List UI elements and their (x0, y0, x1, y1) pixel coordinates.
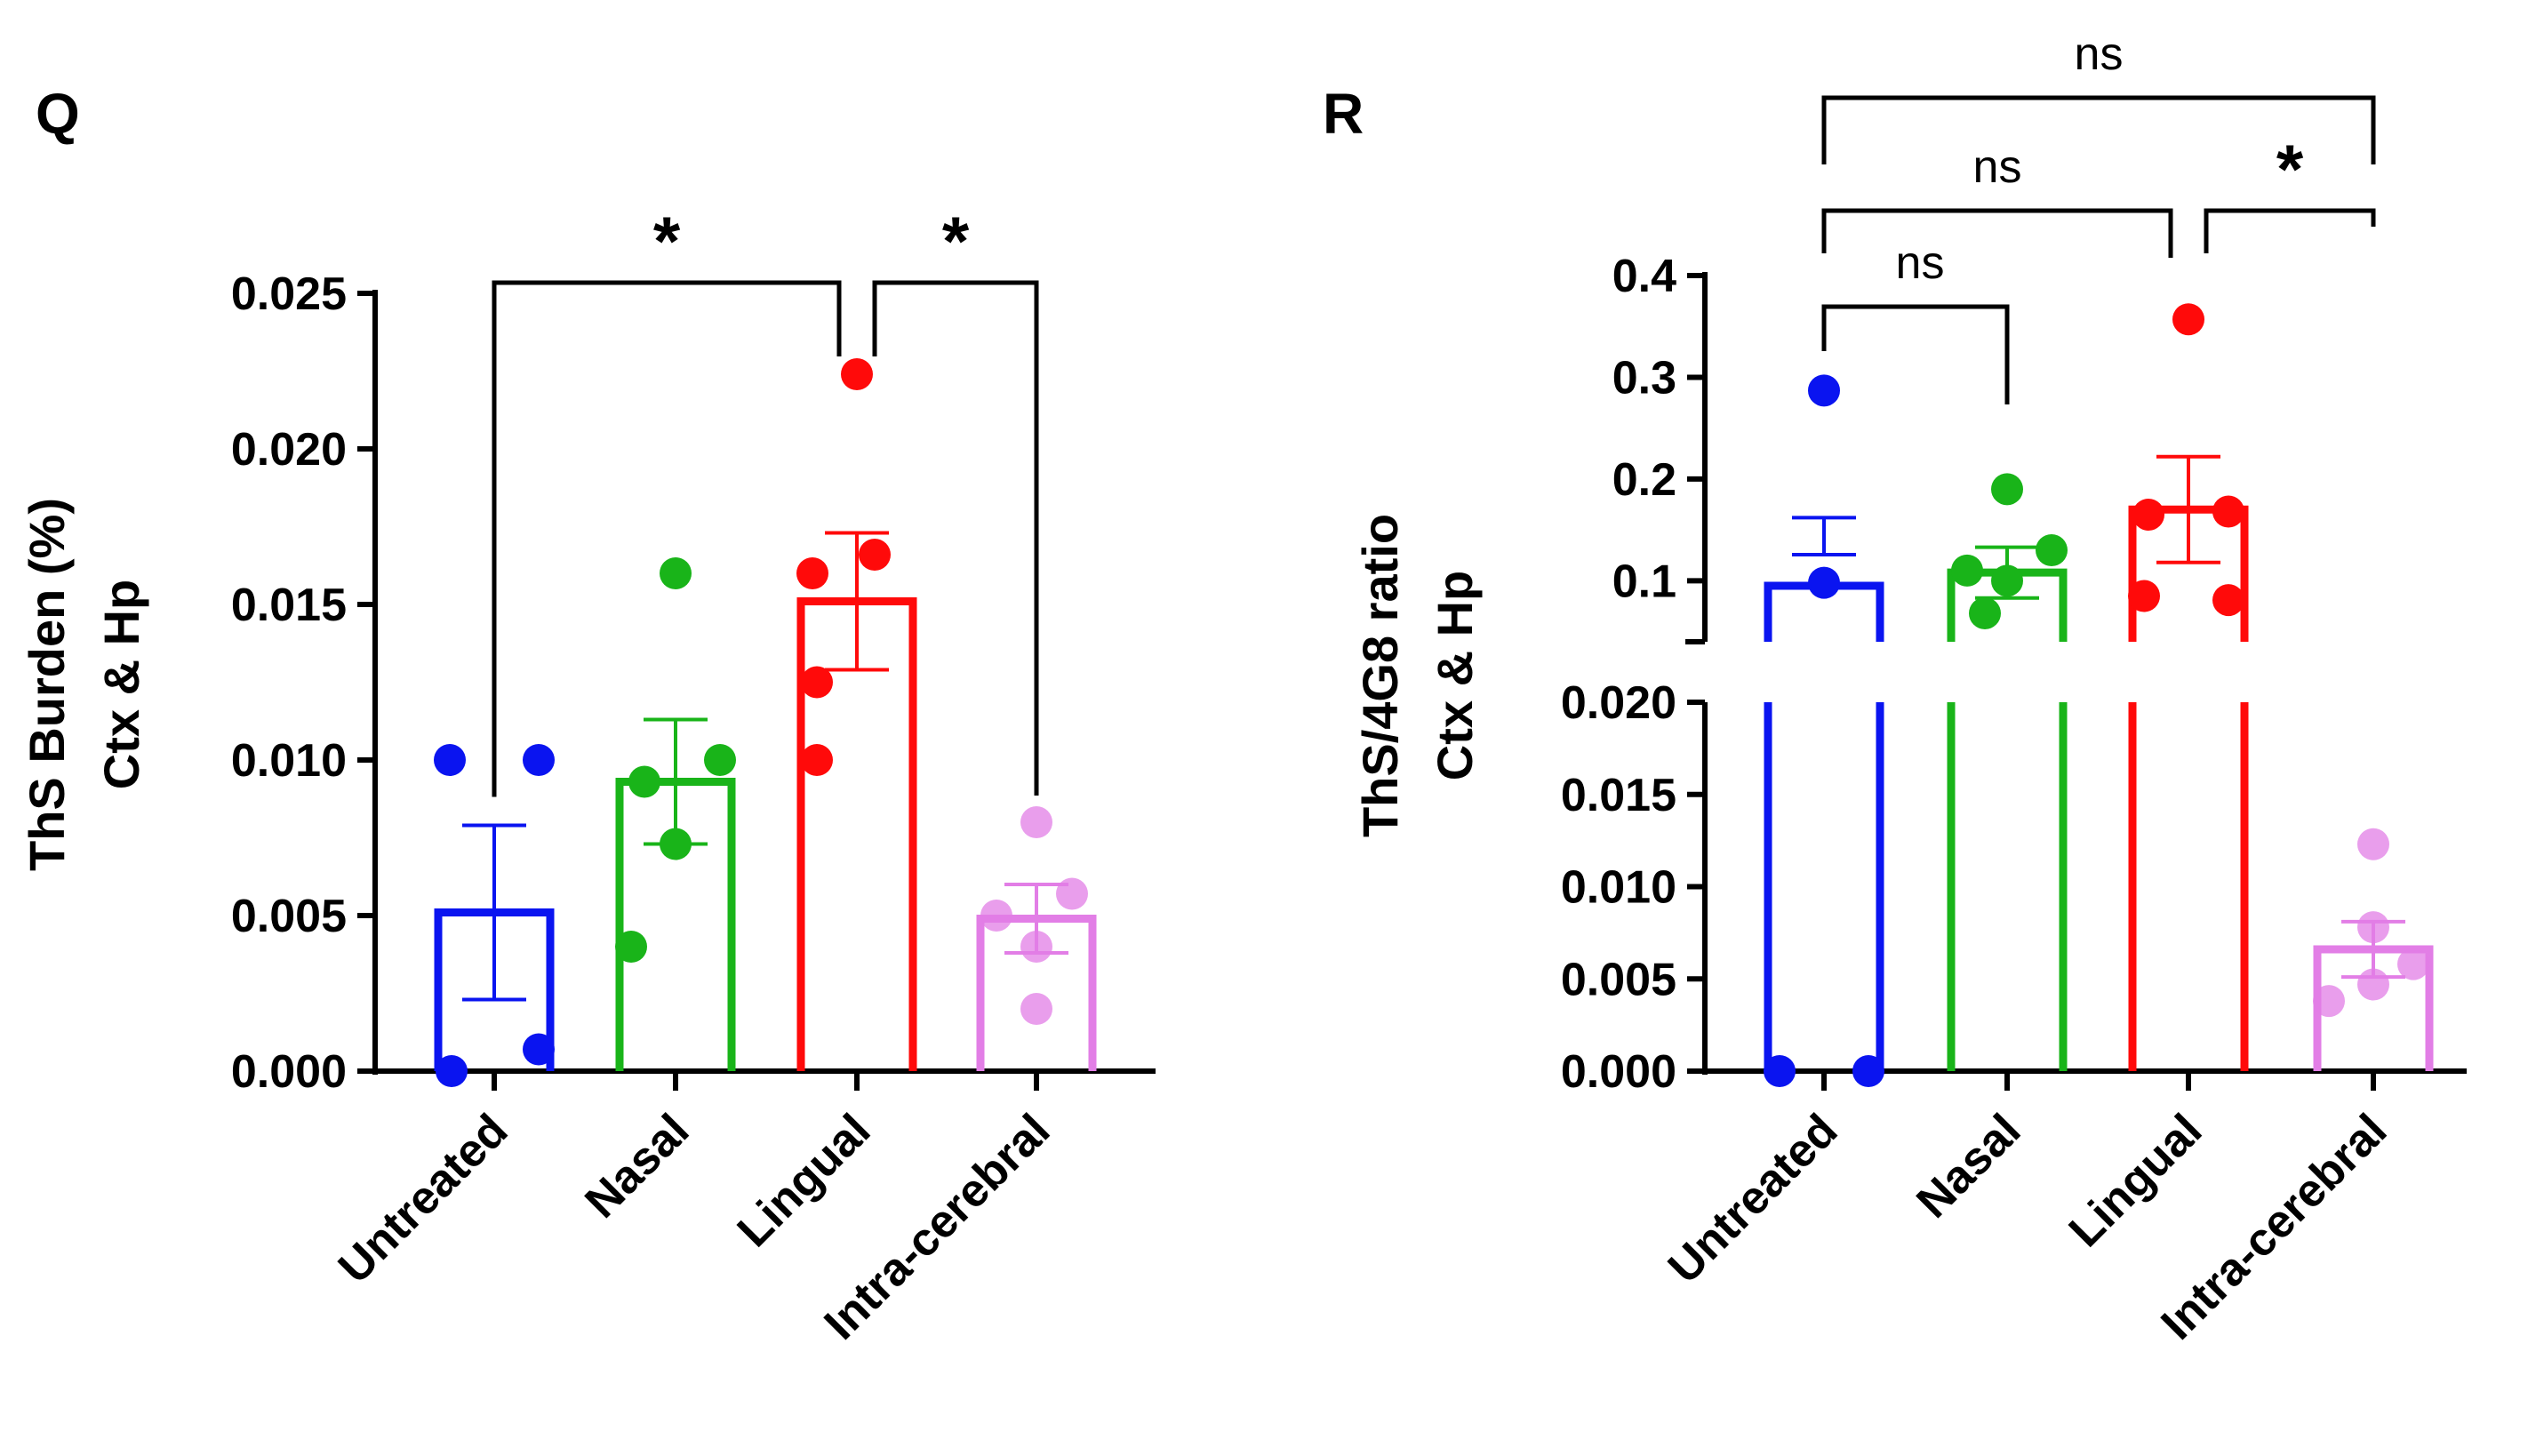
data-point-q (1020, 931, 1052, 963)
y-axis-title-r-line2: Ctx & Hp (1427, 571, 1483, 780)
panel-q: Q ThS Burden (%) Ctx & Hp 0.000 0.005 0.01… (19, 82, 1156, 1350)
data-point-r (2132, 498, 2164, 531)
y-tick-label-r: 0.2 (1612, 454, 1676, 506)
y-tick-label-r: 0.000 (1561, 1046, 1676, 1098)
significance-label-r: ns (2075, 28, 2124, 80)
y-tick-label-q: 0.015 (231, 580, 347, 631)
data-point-r (1808, 374, 1840, 407)
y-tick-label-q: 0.005 (231, 891, 347, 942)
data-point-q (615, 931, 647, 963)
panel-label-r: R (1323, 82, 1364, 146)
data-point-q (434, 744, 466, 776)
data-point-q (1056, 877, 1088, 910)
y-tick-label-r: 0.015 (1561, 770, 1676, 821)
y-tick-label-q: 0.000 (231, 1046, 347, 1098)
data-point-r (2357, 828, 2389, 860)
data-point-r (2397, 948, 2429, 980)
data-point-q (796, 557, 828, 589)
data-point-q (660, 828, 692, 860)
data-point-r (1852, 1055, 1884, 1087)
data-point-q (859, 539, 891, 571)
data-point-r (2357, 911, 2389, 944)
data-point-r (1808, 566, 1840, 599)
data-point-q (523, 744, 555, 776)
significance-bracket-q (872, 280, 1039, 796)
significance-label-r: ns (1973, 141, 2022, 193)
significance-label-r: * (2276, 130, 2304, 208)
y-tick-label-q: 0.025 (231, 268, 347, 320)
significance-bracket-r (1821, 304, 2010, 404)
data-point-r (2212, 584, 2244, 617)
x-category-label-q: Nasal (575, 1104, 699, 1228)
data-point-q (523, 1033, 555, 1066)
data-point-r (2212, 495, 2244, 528)
data-point-r (1991, 473, 2023, 506)
panel-label-q: Q (36, 82, 80, 146)
data-point-r (1969, 596, 2001, 629)
significance-label-q: * (942, 202, 970, 280)
significance-bracket-r (2204, 208, 2376, 253)
data-point-r (1991, 564, 2023, 597)
y-axis-title-q-line2: Ctx & Hp (93, 580, 149, 789)
data-point-q (628, 765, 660, 798)
data-point-q (704, 744, 736, 776)
panel-r: R ThS/4G8 ratio Ctx & Hp 0.000 0.005 0.010… (1323, 28, 2467, 1350)
significance-label-q: * (653, 202, 681, 280)
data-point-r (2036, 534, 2068, 566)
y-tick-label-q: 0.010 (231, 735, 347, 787)
x-category-label-q: Untreated (329, 1104, 518, 1293)
data-point-q (1020, 993, 1052, 1025)
y-axis-title-r-line1: ThS/4G8 ratio (1352, 514, 1408, 837)
data-point-r (2357, 968, 2389, 1001)
data-point-r (2172, 303, 2204, 336)
data-point-q (436, 1055, 468, 1087)
data-point-q (1020, 806, 1052, 838)
data-point-q (841, 358, 873, 390)
x-category-label-r: Untreated (1659, 1104, 1848, 1293)
data-point-r (1951, 554, 1983, 587)
data-point-q (801, 744, 833, 776)
y-tick-label-r: 0.020 (1561, 677, 1676, 729)
data-point-q (801, 666, 833, 699)
data-point-q (660, 557, 692, 589)
y-tick-label-r: 0.4 (1612, 251, 1676, 302)
data-point-q (980, 900, 1012, 932)
significance-label-r: ns (1896, 237, 1945, 289)
data-point-r (1764, 1055, 1796, 1087)
y-tick-label-r: 0.1 (1612, 556, 1676, 607)
y-tick-label-r: 0.010 (1561, 862, 1676, 914)
x-category-label-r: Nasal (1907, 1104, 2030, 1228)
y-axis-title-q-line1: ThS Burden (%) (19, 498, 75, 871)
data-point-r (2313, 985, 2345, 1018)
y-tick-label-r: 0.3 (1612, 352, 1676, 404)
x-category-label-r: Lingual (2060, 1104, 2212, 1257)
significance-bracket-r (1821, 95, 2376, 164)
x-category-label-q: Lingual (728, 1104, 881, 1257)
y-tick-label-q: 0.020 (231, 424, 347, 476)
significance-bracket-q (492, 280, 842, 797)
data-point-r (2128, 580, 2160, 612)
significance-bracket-r (1821, 208, 2173, 258)
y-tick-label-r: 0.005 (1561, 954, 1676, 1005)
